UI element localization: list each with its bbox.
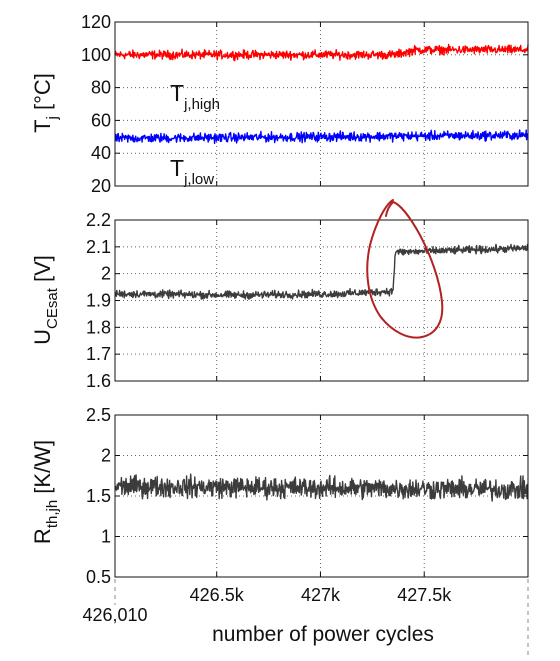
y-tick-label: 2.2 xyxy=(86,210,111,230)
y-tick-label: 80 xyxy=(91,78,111,98)
y-tick-label: 40 xyxy=(91,143,111,163)
x-axis-label: number of power cycles xyxy=(212,623,434,646)
series-label-tj-high: Tj,high xyxy=(170,80,220,113)
x-tick-label: 427k xyxy=(301,585,341,605)
hand-drawn-circle-annotation xyxy=(366,199,444,339)
y-tick-label: 1.9 xyxy=(86,291,111,311)
temperature-panel: 20 40 60 80 100 120 xyxy=(81,12,529,196)
y-tick-label: 60 xyxy=(91,110,111,130)
x-tick-label: 426.5k xyxy=(190,585,245,605)
x-axis: 426.5k 427k 427.5k xyxy=(114,579,529,655)
y-tick-label: 120 xyxy=(81,12,111,32)
ylabel-temperature: Tj [°C] xyxy=(30,73,61,133)
ylabel-voltage: UCEsat [V] xyxy=(30,255,61,345)
series-label-tj-low: Tj,low xyxy=(170,155,214,188)
series-line-0-1 xyxy=(114,129,529,145)
y-tick-label: 2 xyxy=(101,446,111,466)
ylabel-thermal-resistance: Rth,jh [K/W] xyxy=(30,440,61,544)
series-line-1-0 xyxy=(114,243,529,300)
y-tick-label: 2.1 xyxy=(86,237,111,257)
y-tick-label: 0.5 xyxy=(86,567,111,587)
y-tick-label: 1.5 xyxy=(86,486,111,506)
voltage-panel: 1.6 1.7 1.8 1.9 2 2.1 2.2 xyxy=(86,210,529,391)
y-tick-label: 1 xyxy=(101,527,111,547)
y-tick-label: 20 xyxy=(91,176,111,196)
y-tick-label: 2.5 xyxy=(86,405,111,425)
series-line-0-0 xyxy=(114,43,529,62)
axes-frame xyxy=(114,21,529,187)
series-line-2-0 xyxy=(114,473,529,502)
axes-frame xyxy=(114,219,529,382)
x-tick-label: 427.5k xyxy=(397,585,452,605)
y-tick-label: 1.8 xyxy=(86,317,111,337)
thermal-resistance-panel: 0.5 1 1.5 2 2.5 xyxy=(86,405,529,587)
axes-frame xyxy=(114,414,529,578)
y-tick-label: 100 xyxy=(81,45,111,65)
y-tick-label: 1.6 xyxy=(86,371,111,391)
y-tick-label: 1.7 xyxy=(86,344,111,364)
y-tick-label: 2 xyxy=(101,264,111,284)
x-start-label: 426,010 xyxy=(82,605,147,625)
